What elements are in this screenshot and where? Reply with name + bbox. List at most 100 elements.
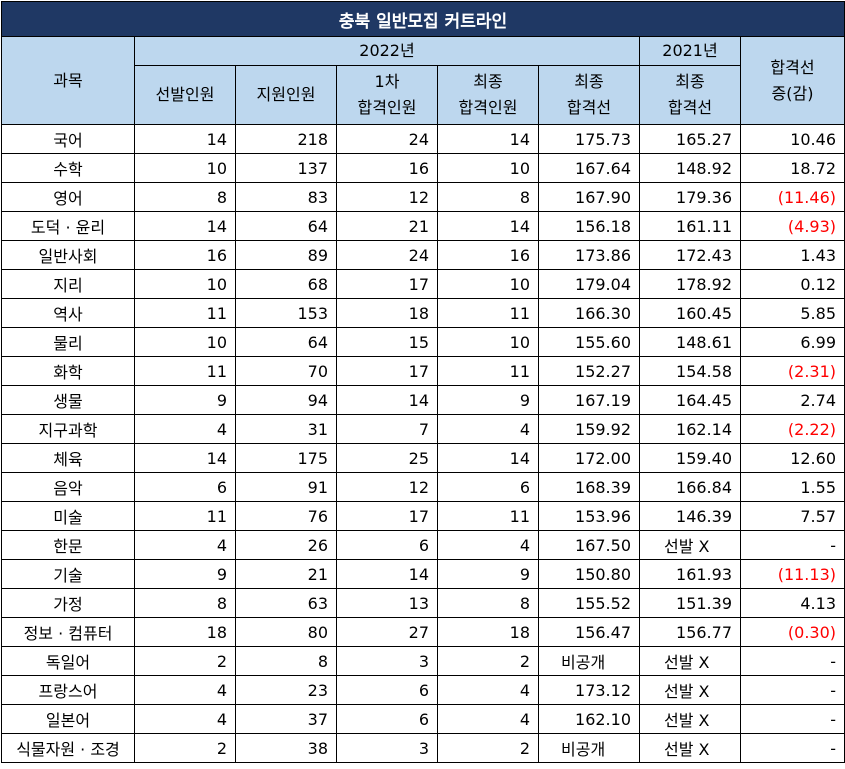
cell-subject: 음악: [1, 472, 135, 502]
cell-first-pass: 15: [336, 327, 438, 357]
table-row: 미술 11 76 17 11 153.96 146.39 7.57: [1, 501, 845, 531]
cell-applicants: 175: [235, 443, 337, 473]
cell-first-pass: 14: [336, 559, 438, 589]
cell-change: 0.12: [740, 269, 845, 299]
header-change-line2: 증(감): [771, 83, 814, 103]
header-first-pass: 1차 합격인원: [336, 65, 438, 125]
cell-subject: 일본어: [1, 704, 135, 734]
cell-cut-2021: 151.39: [639, 588, 741, 618]
table-row: 영어 8 83 12 8 167.90 179.36 (11.46): [1, 182, 845, 212]
cell-selected: 4: [134, 530, 236, 560]
cell-final-pass: 16: [437, 240, 539, 270]
cell-cut-2021: 159.40: [639, 443, 741, 473]
cell-first-pass: 27: [336, 617, 438, 647]
cell-cut-2021: 148.61: [639, 327, 741, 357]
cell-final-pass: 9: [437, 559, 539, 589]
cell-first-pass: 24: [336, 240, 438, 270]
cell-applicants: 37: [235, 704, 337, 734]
cell-selected: 10: [134, 269, 236, 299]
cell-cut-2022: 173.86: [538, 240, 640, 270]
cell-subject: 생물: [1, 385, 135, 415]
cell-subject: 프랑스어: [1, 675, 135, 705]
cell-cut-2021: 178.92: [639, 269, 741, 299]
cell-applicants: 21: [235, 559, 337, 589]
table-row: 국어 14 218 24 14 175.73 165.27 10.46: [1, 124, 845, 154]
table-body: 국어 14 218 24 14 175.73 165.27 10.46 수학 10 137 16 10 1…: [1, 124, 845, 763]
cell-cut-2021: 162.14: [639, 414, 741, 444]
cell-first-pass: 17: [336, 356, 438, 386]
cell-applicants: 83: [235, 182, 337, 212]
cell-change: (0.30): [740, 617, 845, 647]
cell-subject: 식물자원 · 조경: [1, 733, 135, 763]
cell-final-pass: 4: [437, 704, 539, 734]
cell-cut-2021: 164.45: [639, 385, 741, 415]
header-final-pass-line2: 합격인원: [458, 98, 518, 117]
cell-final-pass: 2: [437, 733, 539, 763]
cell-cut-2021: 156.77: [639, 617, 741, 647]
cell-cut-2022: 155.60: [538, 327, 640, 357]
cell-first-pass: 6: [336, 530, 438, 560]
header-final-cut-2021-line1: 최종: [675, 72, 705, 91]
cell-applicants: 94: [235, 385, 337, 415]
cell-cut-2022: 159.92: [538, 414, 640, 444]
table-row: 기술 9 21 14 9 150.80 161.93 (11.13): [1, 559, 845, 589]
cell-cut-2021: 179.36: [639, 182, 741, 212]
cell-first-pass: 3: [336, 733, 438, 763]
cell-final-pass: 10: [437, 153, 539, 183]
header-final-cut-2021: 최종 합격선: [639, 65, 741, 125]
cell-subject: 체육: [1, 443, 135, 473]
table-row: 독일어 2 8 3 2 비공개 선발 X-: [1, 646, 845, 676]
table-row: 역사 11 153 18 11 166.30 160.45 5.85: [1, 298, 845, 328]
cell-final-pass: 8: [437, 588, 539, 618]
header-subject: 과목: [1, 36, 135, 125]
cell-selected: 11: [134, 298, 236, 328]
cell-applicants: 8: [235, 646, 337, 676]
cell-change: 1.43: [740, 240, 845, 270]
cell-applicants: 218: [235, 124, 337, 154]
cell-cut-2022: 152.27: [538, 356, 640, 386]
cell-subject: 지구과학: [1, 414, 135, 444]
cell-selected: 9: [134, 559, 236, 589]
header-final-cut-2022: 최종 합격선: [538, 65, 640, 125]
cell-cut-2021: 선발 X: [639, 733, 741, 763]
cell-subject: 영어: [1, 182, 135, 212]
cell-cut-2022: 162.10: [538, 704, 640, 734]
header-final-pass-line1: 최종: [473, 72, 503, 91]
header-change-line1: 합격선: [770, 57, 815, 77]
cell-final-pass: 18: [437, 617, 539, 647]
table-row: 생물 9 94 14 9 167.19 164.45 2.74: [1, 385, 845, 415]
cell-subject: 기술: [1, 559, 135, 589]
header-selected: 선발인원: [134, 65, 236, 125]
cell-cut-2022: 172.00: [538, 443, 640, 473]
cell-change: (4.93): [740, 211, 845, 241]
cell-selected: 9: [134, 385, 236, 415]
cell-applicants: 23: [235, 675, 337, 705]
table-title: 충북 일반모집 커트라인: [1, 1, 845, 37]
cell-applicants: 63: [235, 588, 337, 618]
cell-first-pass: 13: [336, 588, 438, 618]
header-final-cut-2022-line1: 최종: [574, 72, 604, 91]
cell-cut-2022: 179.04: [538, 269, 640, 299]
cell-selected: 14: [134, 124, 236, 154]
cell-cut-2021: 165.27: [639, 124, 741, 154]
cell-cut-2022: 166.30: [538, 298, 640, 328]
cell-final-pass: 4: [437, 414, 539, 444]
cell-change: 5.85: [740, 298, 845, 328]
cell-cut-2021: 선발 X: [639, 646, 741, 676]
cell-subject: 가정: [1, 588, 135, 618]
table-row: 가정 8 63 13 8 155.52 151.39 4.13: [1, 588, 845, 618]
table-row: 일반사회 16 89 24 16 173.86 172.43 1.43: [1, 240, 845, 270]
cell-subject: 독일어: [1, 646, 135, 676]
cell-subject: 일반사회: [1, 240, 135, 270]
cell-change: (2.31): [740, 356, 845, 386]
cell-final-pass: 4: [437, 530, 539, 560]
header-first-pass-line1: 1차: [374, 72, 400, 91]
cell-selected: 8: [134, 588, 236, 618]
cell-change: 2.74: [740, 385, 845, 415]
cell-selected: 4: [134, 414, 236, 444]
cell-change: -: [740, 530, 845, 560]
cell-change: (2.22): [740, 414, 845, 444]
cell-first-pass: 12: [336, 182, 438, 212]
cell-applicants: 70: [235, 356, 337, 386]
header-final-cut-2022-line2: 합격선: [566, 98, 612, 117]
